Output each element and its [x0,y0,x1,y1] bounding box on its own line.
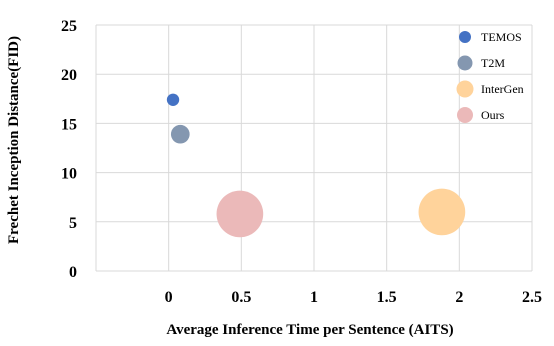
x-axis-title: Average Inference Time per Sentence (AIT… [166,322,453,338]
legend-marker-temos [459,31,471,43]
y-tick-labels: 0 5 10 15 20 25 [61,18,77,281]
x-tick-label: 2.5 [522,289,542,306]
y-tick-label: 15 [61,116,77,133]
x-tick-labels: 0 0.5 1 1.5 2 2.5 [165,289,542,306]
bubble-series [166,93,466,238]
legend-label-ours: Ours [481,108,505,122]
x-tick-label: 0.5 [231,289,251,306]
legend-label-intergen: InterGen [481,82,524,96]
x-tick-label: 0 [165,289,173,306]
y-axis-title: Frechet Inception Distance(FID) [6,36,22,244]
x-tick-label: 2 [455,289,463,306]
x-tick-label: 1 [310,289,318,306]
y-tick-label: 20 [61,67,77,84]
x-tick-label: 1.5 [377,289,397,306]
y-tick-label: 25 [61,18,77,35]
bubble-ours [216,190,264,238]
legend-label-t2m: T2M [481,56,505,70]
y-tick-label: 0 [69,264,77,281]
legend-marker-t2m [457,55,473,71]
legend: TEMOS T2M InterGen Ours [456,30,524,123]
legend-marker-ours [457,107,473,123]
y-tick-label: 5 [69,215,77,232]
y-tick-label: 10 [61,166,77,183]
legend-label-temos: TEMOS [481,30,522,44]
legend-marker-intergen [456,80,474,98]
bubble-intergen [418,188,466,236]
bubble-temos [166,93,180,106]
bubble-t2m [170,124,190,144]
